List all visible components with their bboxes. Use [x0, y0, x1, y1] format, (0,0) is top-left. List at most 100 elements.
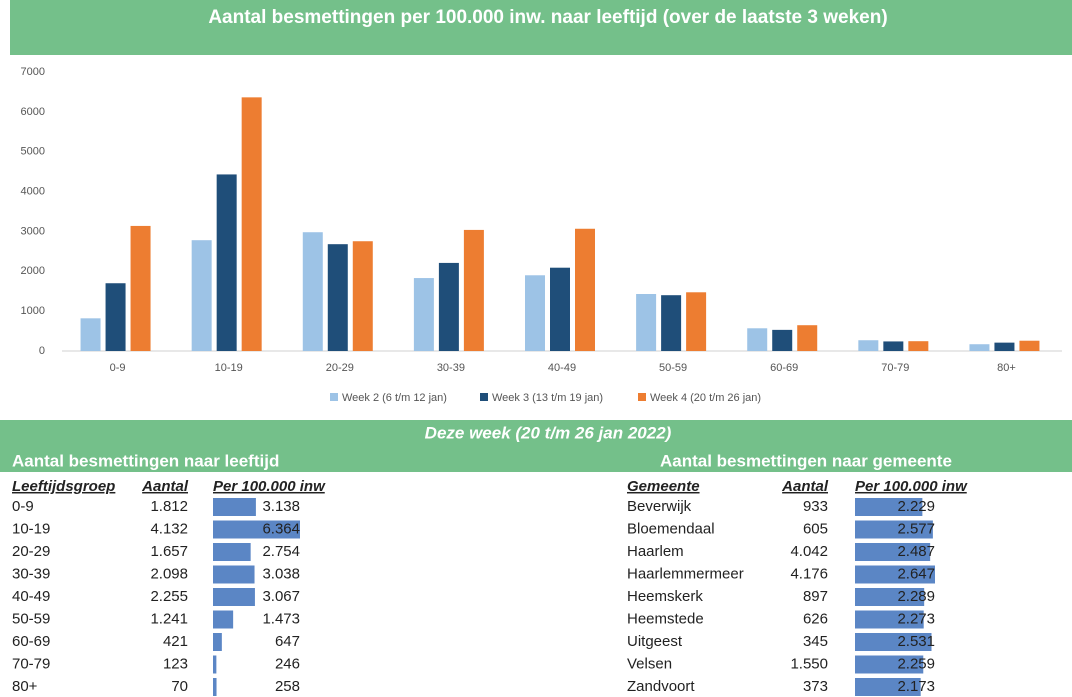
bar: [105, 283, 126, 351]
row-count: 123: [163, 655, 188, 672]
row-rate: 2.173: [897, 678, 935, 695]
row-count: 345: [803, 633, 828, 650]
row-count: 1.241: [150, 610, 188, 627]
bar: [241, 97, 262, 351]
data-bar: [213, 498, 256, 516]
bar: [438, 262, 459, 351]
week-banner: Deze week (20 t/m 26 jan 2022): [425, 423, 672, 442]
row-rate: 3.067: [262, 588, 300, 605]
y-tick-label: 0: [39, 345, 45, 357]
bar: [302, 232, 323, 351]
bar: [575, 228, 595, 351]
row-rate: 3.038: [262, 565, 300, 582]
row-count: 605: [803, 520, 828, 537]
x-tick-label: 60-69: [770, 362, 798, 374]
column-header: Aantal: [141, 478, 189, 495]
row-count: 1.550: [790, 655, 828, 672]
data-bar: [213, 655, 217, 674]
row-label: 50-59: [12, 610, 50, 627]
legend-label: Week 3 (13 t/m 19 jan): [492, 392, 603, 404]
y-tick-label: 1000: [21, 305, 45, 317]
row-count: 1.657: [150, 543, 188, 560]
bar: [413, 278, 434, 351]
x-tick-label: 10-19: [215, 362, 243, 374]
data-bar: [855, 655, 924, 674]
bar: [80, 318, 101, 351]
bar: [747, 328, 768, 351]
section-band: [0, 420, 1072, 472]
y-tick-label: 2000: [21, 265, 45, 277]
row-label: Heemskerk: [627, 588, 703, 605]
legend-swatch: [480, 393, 488, 401]
bar: [191, 240, 212, 351]
y-tick-label: 5000: [21, 146, 45, 158]
chart-title: Aantal besmettingen per 100.000 inw. naa…: [208, 7, 887, 28]
row-label: 60-69: [12, 633, 50, 650]
x-tick-label: 0-9: [110, 362, 126, 374]
bar: [908, 341, 929, 351]
y-tick-label: 3000: [21, 225, 45, 237]
row-rate: 2.273: [897, 610, 935, 627]
row-label: 70-79: [12, 655, 50, 672]
data-bar: [855, 633, 932, 651]
row-count: 933: [803, 498, 828, 515]
row-label: Zandvoort: [627, 678, 695, 695]
row-label: 80+: [12, 678, 38, 695]
row-count: 1.812: [150, 498, 188, 515]
data-bar: [855, 610, 924, 629]
row-rate: 258: [275, 678, 300, 695]
row-rate: 647: [275, 633, 300, 650]
row-rate: 2.289: [897, 588, 935, 605]
row-rate: 2.531: [897, 633, 935, 650]
row-rate: 1.473: [262, 610, 300, 627]
row-rate: 2.647: [897, 565, 935, 582]
data-bar: [855, 565, 935, 584]
row-rate: 2.754: [262, 543, 300, 560]
x-tick-label: 50-59: [659, 362, 687, 374]
row-rate: 246: [275, 655, 300, 672]
x-tick-label: 80+: [997, 362, 1016, 374]
row-rate: 3.138: [262, 498, 300, 515]
row-label: 40-49: [12, 588, 50, 605]
row-rate: 2.487: [897, 543, 935, 560]
data-bar: [213, 565, 255, 584]
bar: [858, 340, 879, 351]
x-tick-label: 70-79: [881, 362, 909, 374]
data-bar: [213, 520, 300, 539]
row-label: Haarlemmermeer: [627, 565, 744, 582]
bar: [994, 342, 1015, 351]
column-header: Aantal: [781, 478, 829, 495]
row-label: 0-9: [12, 498, 34, 515]
bar: [772, 329, 793, 351]
row-count: 2.255: [150, 588, 188, 605]
row-count: 4.176: [790, 565, 828, 582]
data-bar: [213, 543, 251, 561]
bar: [883, 341, 904, 351]
column-header: Per 100.000 inw: [213, 478, 326, 495]
municipality-table-title: Aantal besmettingen naar gemeente: [660, 451, 952, 470]
row-count: 626: [803, 610, 828, 627]
bar: [686, 292, 707, 351]
legend-label: Week 4 (20 t/m 26 jan): [650, 392, 761, 404]
x-tick-label: 40-49: [548, 362, 576, 374]
row-count: 4.042: [790, 543, 828, 560]
row-count: 4.132: [150, 520, 188, 537]
row-count: 897: [803, 588, 828, 605]
row-label: 30-39: [12, 565, 50, 582]
y-tick-label: 4000: [21, 185, 45, 197]
bar: [352, 241, 373, 351]
bar: [216, 174, 237, 351]
legend-swatch: [638, 393, 646, 401]
row-rate: 2.229: [897, 498, 935, 515]
row-label: Heemstede: [627, 610, 704, 627]
bar: [525, 275, 545, 351]
legend-label: Week 2 (6 t/m 12 jan): [342, 392, 447, 404]
row-count: 70: [171, 678, 188, 695]
bar: [797, 325, 818, 351]
row-rate: 6.364: [262, 520, 300, 537]
row-label: Haarlem: [627, 543, 684, 560]
bar: [969, 344, 990, 351]
data-bar: [213, 678, 217, 696]
y-tick-label: 6000: [21, 106, 45, 118]
